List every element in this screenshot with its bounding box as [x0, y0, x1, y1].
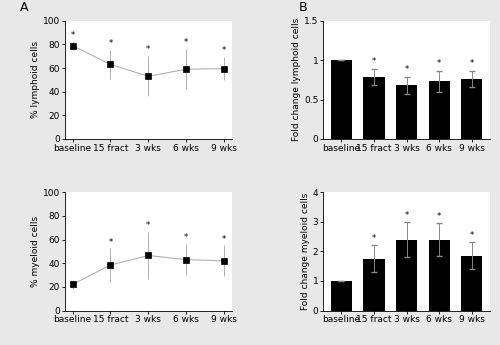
Text: *: *: [146, 46, 150, 55]
Y-axis label: Fold change lymphoid cells: Fold change lymphoid cells: [292, 18, 302, 141]
Text: *: *: [404, 211, 409, 220]
Text: *: *: [437, 212, 442, 221]
Text: *: *: [108, 238, 112, 247]
Text: *: *: [222, 235, 226, 244]
Bar: [364, 259, 384, 310]
Text: *: *: [184, 234, 188, 243]
Bar: [364, 77, 384, 139]
Text: *: *: [470, 59, 474, 68]
Text: *: *: [146, 221, 150, 230]
Text: B: B: [298, 1, 307, 14]
Bar: [396, 85, 417, 139]
Text: *: *: [222, 46, 226, 55]
Bar: [331, 60, 352, 139]
Bar: [428, 239, 450, 310]
Bar: [461, 79, 482, 139]
Text: *: *: [108, 39, 112, 49]
Y-axis label: % lymphoid cells: % lymphoid cells: [31, 41, 40, 118]
Bar: [461, 256, 482, 310]
Text: *: *: [70, 31, 74, 40]
Text: *: *: [372, 234, 376, 243]
Y-axis label: Fold change myeloid cells: Fold change myeloid cells: [301, 193, 310, 310]
Bar: [428, 81, 450, 139]
Text: *: *: [184, 38, 188, 47]
Text: *: *: [470, 231, 474, 240]
Text: *: *: [404, 65, 409, 73]
Text: A: A: [20, 1, 28, 14]
Y-axis label: % myeloid cells: % myeloid cells: [31, 216, 40, 287]
Text: *: *: [372, 57, 376, 66]
Bar: [396, 239, 417, 310]
Text: *: *: [437, 59, 442, 68]
Bar: [331, 281, 352, 310]
